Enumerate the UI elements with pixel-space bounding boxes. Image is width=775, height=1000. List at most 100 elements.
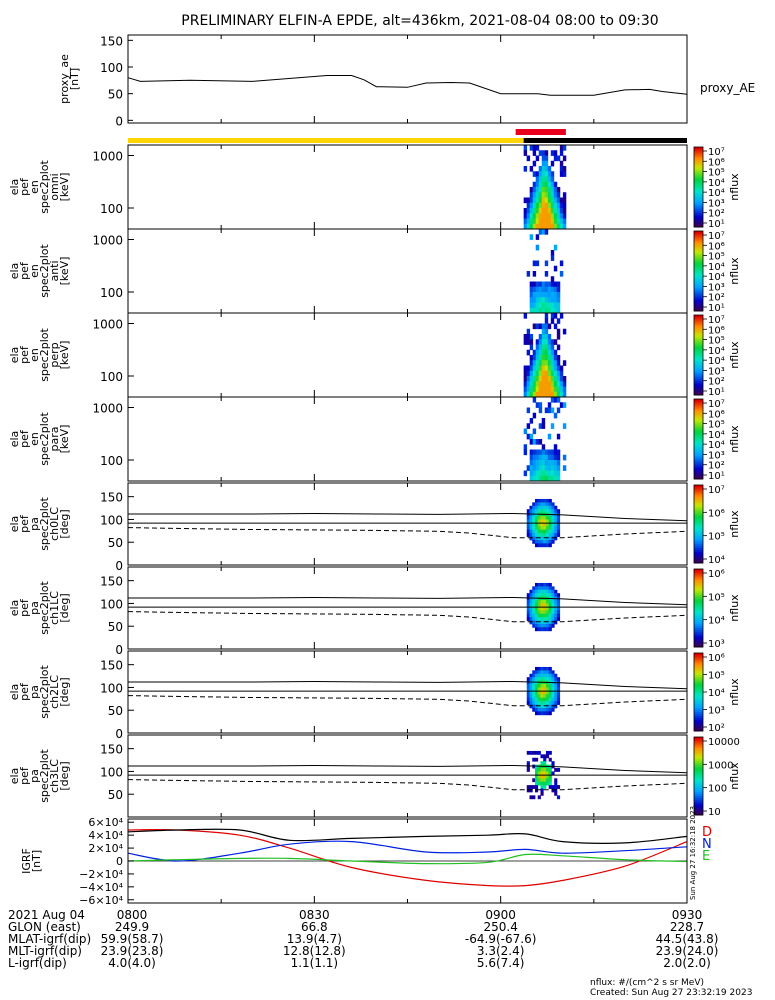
- pitch-angle-cell: [556, 677, 561, 682]
- pitch-angle-cell: [554, 778, 558, 783]
- spectrogram-cell: [538, 355, 543, 361]
- colorbar-cell: [694, 754, 703, 757]
- pitch-angle-cell: [537, 774, 541, 779]
- colorbar-cell: [694, 633, 703, 636]
- spectrogram-cell: [535, 171, 540, 177]
- spectrogram-cell: [553, 475, 558, 482]
- spectrogram-cell: [562, 328, 567, 335]
- spectrogram-cell: [529, 376, 534, 382]
- spectrogram-cell: [553, 381, 558, 387]
- pitch-angle-cell: [556, 533, 561, 537]
- pitch-angle-cell: [554, 684, 558, 688]
- pitch-angle-cell: [548, 586, 552, 591]
- colorbar-tick-label: 10⁴: [708, 616, 725, 627]
- spectrogram-cell: [535, 355, 540, 361]
- pitch-angle-cell: [537, 603, 541, 608]
- pitch-angle-cell: [537, 498, 541, 503]
- pitch-angle-cell: [532, 617, 536, 621]
- colorbar-cell: [694, 307, 703, 310]
- pitch-angle-cell: [545, 529, 550, 534]
- spectrogram-cell: [556, 281, 561, 288]
- spectrogram-cell: [550, 150, 555, 156]
- pitch-angle-cell: [545, 750, 550, 755]
- spectrogram-cell: [529, 187, 534, 193]
- spectrogram-cell: [538, 223, 543, 230]
- y-axis-label-line: [keV]: [58, 341, 71, 370]
- pitch-angle-cell: [543, 623, 547, 628]
- spectrogram-cell: [538, 391, 543, 398]
- spectrogram-cell: [526, 213, 531, 219]
- spectrogram-cell: [553, 349, 558, 356]
- spectrogram-cell: [535, 381, 540, 387]
- pitch-angle-cell: [534, 623, 539, 628]
- colorbar-tick-label: 10⁶: [708, 569, 725, 580]
- colorbar-cell: [694, 615, 703, 619]
- colorbar-cell: [694, 353, 703, 356]
- spectrogram-cell: [544, 281, 549, 288]
- spectrogram-cell: [535, 223, 540, 230]
- spectrogram-cell: [541, 150, 546, 156]
- spectrogram-cell: [535, 386, 540, 393]
- colorbar-cell: [694, 177, 703, 180]
- pitch-angle-cell: [545, 697, 550, 702]
- loss-cone-lower-line: [127, 527, 688, 539]
- colorbar-cell: [694, 295, 703, 298]
- spectrogram-cell: [547, 344, 552, 351]
- colorbar-tick-label: 10²: [708, 723, 725, 734]
- spectrogram-cell: [556, 465, 561, 471]
- colorbar-cell: [694, 606, 703, 609]
- spectrogram-cell: [535, 391, 540, 398]
- colorbar-cell: [694, 811, 703, 814]
- colorbar-cell: [694, 281, 703, 284]
- pitch-angle-cell: [540, 526, 544, 531]
- pitch-angle-cell: [534, 781, 539, 786]
- y-tick-label: 2×10⁴: [88, 842, 123, 855]
- spectrogram-cell: [553, 244, 558, 251]
- pitch-angle-cell: [540, 670, 544, 675]
- spectrogram-cell: [529, 297, 534, 303]
- pitch-angle-cell: [532, 536, 536, 541]
- pitch-angle-cell: [540, 509, 544, 514]
- colorbar-cell: [694, 641, 703, 644]
- pitch-angle-cell: [543, 529, 547, 534]
- colorbar-label: nflux: [728, 341, 741, 369]
- spectrogram-cell: [556, 223, 561, 230]
- pitch-angle-cell: [526, 593, 530, 598]
- pitch-angle-cell: [543, 600, 547, 604]
- colorbar-cell: [694, 617, 703, 621]
- pitch-angle-cell: [529, 522, 533, 527]
- spectrogram-cell: [526, 334, 531, 340]
- spectrogram-cell: [541, 160, 546, 167]
- spectrogram-cell: [547, 197, 552, 204]
- pitch-angle-cell: [554, 533, 558, 537]
- pitch-angle-cell: [540, 505, 544, 510]
- pitch-angle-cell: [548, 589, 552, 594]
- pitch-angle-cell: [548, 684, 552, 688]
- pitch-angle-cell: [537, 707, 541, 712]
- spectrogram-cell: [553, 365, 558, 372]
- spectrogram-cell: [535, 307, 540, 314]
- y-axis-label-line: anti: [48, 260, 61, 281]
- spectrogram-cell: [532, 370, 537, 377]
- spectrogram-cell: [553, 323, 558, 330]
- colorbar-cell: [694, 752, 703, 756]
- ch1LC-colorbar-frame: [693, 568, 704, 648]
- colorbar-cell: [694, 609, 703, 613]
- pitch-angle-cell: [551, 529, 555, 534]
- spectrogram-cell: [556, 344, 561, 351]
- colorbar-tick-label: 10⁴: [708, 178, 725, 189]
- colorbar-cell: [694, 449, 703, 452]
- pitch-angle-cell: [532, 687, 536, 692]
- spectrogram-cell: [544, 391, 549, 398]
- colorbar-tick-label: 10⁵: [708, 592, 725, 603]
- bottom-axis-value: 5.6(7.4): [477, 956, 525, 970]
- y-axis-label-line: spec2plot: [38, 412, 51, 466]
- spectrogram-cell: [562, 192, 567, 198]
- pitch-angle-cell: [526, 617, 530, 621]
- spectrogram-cell: [553, 391, 558, 398]
- colorbar-cell: [694, 488, 703, 492]
- spectrogram-cell: [529, 213, 534, 219]
- colorbar-cell: [694, 383, 703, 386]
